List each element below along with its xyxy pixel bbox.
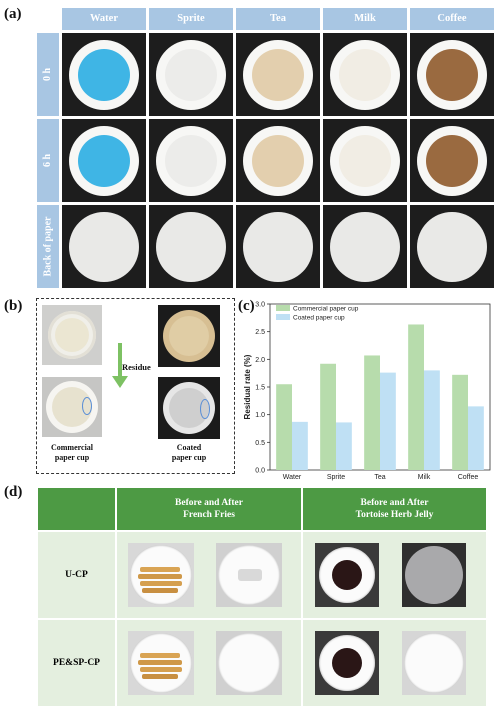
bar-coated-paper-cup-coffee bbox=[468, 406, 484, 470]
photo-tea-row2 bbox=[236, 205, 320, 288]
fries-after-photo bbox=[216, 543, 282, 607]
bar-coated-paper-cup-tea bbox=[380, 372, 396, 470]
panel-c-label: (c) bbox=[238, 298, 255, 314]
panel-d-label: (d) bbox=[4, 484, 23, 500]
french-fries-header-text: Before and After French Fries bbox=[175, 498, 243, 520]
photo-water-row1 bbox=[62, 119, 146, 202]
x-tick-label: Tea bbox=[374, 474, 385, 481]
column-header-milk: Milk bbox=[323, 8, 407, 30]
row-label-u-cp: U-CP bbox=[38, 532, 115, 618]
coated-cup-top-photo bbox=[158, 305, 220, 367]
jelly-after-photo bbox=[402, 543, 466, 607]
table-header-corner bbox=[38, 488, 115, 530]
bar-commercial-paper-cup-milk bbox=[408, 324, 424, 470]
column-header-coffee: Coffee bbox=[410, 8, 494, 30]
pe-sp-cp-herb-jelly-cell bbox=[303, 620, 486, 706]
legend-entry: Commercial paper cup bbox=[293, 306, 359, 313]
residual-rate-chart: 0.0 0.5 1.0 1.5 2.0 2.5 3.0 Residual rate (%) Wa… bbox=[243, 302, 491, 481]
y-axis-label: Residual rate (%) bbox=[243, 354, 252, 419]
row-label-pe-sp-cp: PE&SP-CP bbox=[38, 620, 115, 706]
table-header-french-fries: Before and After French Fries bbox=[117, 488, 301, 530]
row-header-0: 0 h bbox=[37, 33, 59, 116]
photo-tea-row1 bbox=[236, 119, 320, 202]
bar-commercial-paper-cup-tea bbox=[364, 355, 380, 470]
photo-sprite-row0 bbox=[149, 33, 233, 116]
photo-water-row2 bbox=[62, 205, 146, 288]
photo-coffee-row0 bbox=[410, 33, 494, 116]
photo-sprite-row2 bbox=[149, 205, 233, 288]
coated-cup-bottom-photo bbox=[158, 377, 220, 439]
row-header-2: Back of paper bbox=[37, 205, 59, 288]
photo-milk-row1 bbox=[323, 119, 407, 202]
column-header-water: Water bbox=[62, 8, 146, 30]
bar-commercial-paper-cup-coffee bbox=[452, 374, 468, 470]
x-tick-label: Milk bbox=[418, 474, 431, 481]
photo-milk-row2 bbox=[323, 205, 407, 288]
fries-after-photo-2 bbox=[216, 631, 282, 695]
photo-coffee-row2 bbox=[410, 205, 494, 288]
row-label-u-cp-text: U-CP bbox=[65, 570, 88, 580]
column-header-tea: Tea bbox=[236, 8, 320, 30]
y-tick-label: 3.0 bbox=[255, 302, 265, 309]
jelly-after-photo-2 bbox=[402, 631, 466, 695]
fries-before-photo-2 bbox=[128, 631, 194, 695]
coated-cup-caption: Coated paper cup bbox=[171, 443, 207, 462]
column-header-sprite: Sprite bbox=[149, 8, 233, 30]
row-label-pe-sp-cp-text: PE&SP-CP bbox=[53, 658, 100, 668]
residue-label: Residue bbox=[122, 362, 151, 372]
photo-milk-row0 bbox=[323, 33, 407, 116]
bar-coated-paper-cup-water bbox=[292, 421, 308, 470]
herb-jelly-header-text: Before and After Tortoise Herb Jelly bbox=[355, 498, 434, 520]
pe-sp-cp-french-fries-cell bbox=[117, 620, 301, 706]
table-header-herb-jelly: Before and After Tortoise Herb Jelly bbox=[303, 488, 486, 530]
y-tick-label: 1.5 bbox=[255, 385, 265, 392]
y-tick-label: 2.5 bbox=[255, 329, 265, 336]
row-header-1: 6 h bbox=[37, 119, 59, 202]
commercial-cup-top-photo bbox=[42, 305, 102, 365]
jelly-before-photo-2 bbox=[315, 631, 379, 695]
row-header-text: 0 h bbox=[42, 67, 54, 82]
bar-coated-paper-cup-milk bbox=[424, 370, 440, 470]
bar-commercial-paper-cup-sprite bbox=[320, 363, 336, 470]
y-tick-label: 0.5 bbox=[255, 440, 265, 447]
jelly-before-photo bbox=[315, 543, 379, 607]
panel-b-frame bbox=[36, 298, 235, 474]
fries-before-photo bbox=[128, 543, 194, 607]
photo-tea-row0 bbox=[236, 33, 320, 116]
u-cp-french-fries-cell bbox=[117, 532, 301, 618]
photo-coffee-row1 bbox=[410, 119, 494, 202]
bar-coated-paper-cup-sprite bbox=[336, 422, 352, 470]
commercial-cup-bottom-photo bbox=[42, 377, 102, 437]
y-tick-label: 1.0 bbox=[255, 412, 265, 419]
panel-a-label: (a) bbox=[4, 6, 22, 22]
legend-entry: Coated paper cup bbox=[293, 315, 345, 322]
residue-arrow bbox=[112, 343, 128, 388]
row-header-text: Back of paper bbox=[42, 216, 54, 277]
x-tick-label: Water bbox=[283, 474, 302, 481]
u-cp-herb-jelly-cell bbox=[303, 532, 486, 618]
legend-swatch bbox=[276, 314, 290, 320]
x-tick-label: Sprite bbox=[327, 474, 345, 481]
legend-swatch bbox=[276, 305, 290, 311]
commercial-cup-caption: Commercial paper cup bbox=[50, 443, 94, 462]
photo-sprite-row1 bbox=[149, 119, 233, 202]
row-header-text: 6 h bbox=[42, 153, 54, 168]
y-tick-label: 2.0 bbox=[255, 357, 265, 364]
bar-commercial-paper-cup-water bbox=[276, 384, 292, 470]
panel-b-label: (b) bbox=[4, 298, 23, 314]
y-tick-label: 0.0 bbox=[255, 468, 265, 475]
photo-water-row0 bbox=[62, 33, 146, 116]
x-tick-label: Coffee bbox=[458, 474, 479, 481]
